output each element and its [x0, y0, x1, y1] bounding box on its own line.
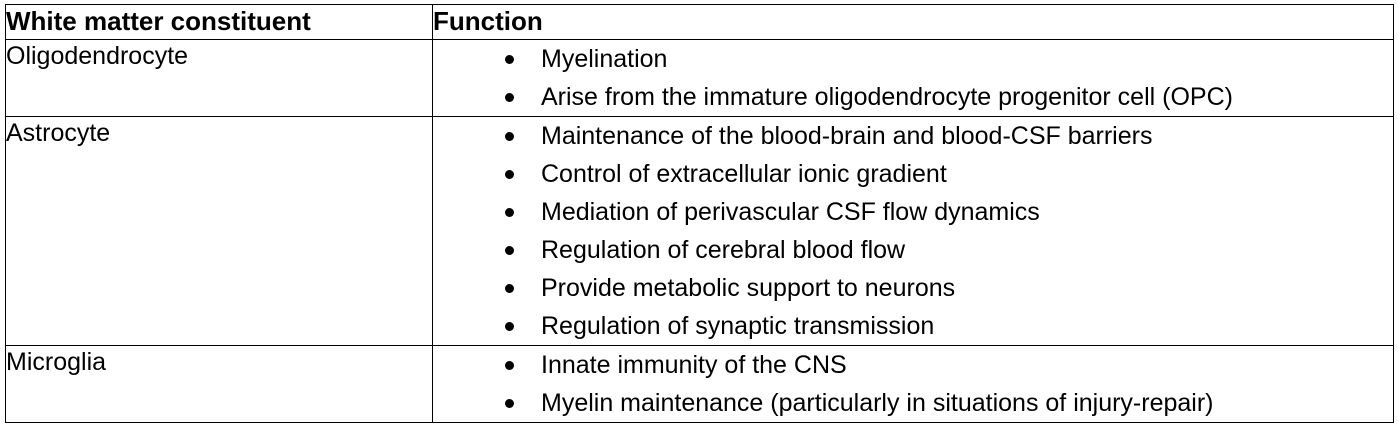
- table-row-microglia: Microglia Innate immunity of the CNS Mye…: [5, 345, 1394, 423]
- function-cell: Maintenance of the blood-brain and blood…: [432, 116, 1394, 346]
- table-header-row: White matter constituent Function: [5, 4, 1394, 40]
- list-item: Myelin maintenance (particularly in situ…: [433, 384, 1393, 422]
- list-item: Regulation of synaptic transmission: [433, 307, 1393, 345]
- bullet-icon: [505, 132, 514, 141]
- list-item: Arise from the immature oligodendrocyte …: [433, 78, 1393, 116]
- list-item: Control of extracellular ionic gradient: [433, 155, 1393, 193]
- bullet-icon: [505, 361, 514, 370]
- function-text: Control of extracellular ionic gradient: [541, 160, 947, 188]
- table-row-oligodendrocyte: Oligodendrocyte Myelination Arise from t…: [5, 39, 1394, 117]
- list-item: Mediation of perivascular CSF flow dynam…: [433, 193, 1393, 231]
- bullet-icon: [505, 208, 514, 217]
- white-matter-table: White matter constituent Function Oligod…: [5, 4, 1394, 423]
- constituent-cell: Astrocyte: [5, 116, 433, 346]
- function-list: Maintenance of the blood-brain and blood…: [433, 117, 1393, 345]
- function-text: Regulation of cerebral blood flow: [541, 236, 906, 264]
- function-text: Innate immunity of the CNS: [541, 351, 847, 379]
- header-function: Function: [432, 4, 1394, 40]
- constituent-cell: Oligodendrocyte: [5, 39, 433, 117]
- function-text: Arise from the immature oligodendrocyte …: [541, 83, 1233, 111]
- function-list: Myelination Arise from the immature olig…: [433, 40, 1393, 116]
- list-item: Regulation of cerebral blood flow: [433, 231, 1393, 269]
- function-text: Provide metabolic support to neurons: [541, 274, 956, 302]
- function-text: Myelin maintenance (particularly in situ…: [541, 389, 1214, 417]
- list-item: Provide metabolic support to neurons: [433, 269, 1393, 307]
- function-text: Mediation of perivascular CSF flow dynam…: [541, 198, 1040, 226]
- header-constituent: White matter constituent: [5, 4, 433, 40]
- list-item: Maintenance of the blood-brain and blood…: [433, 117, 1393, 155]
- bullet-icon: [505, 284, 514, 293]
- bullet-icon: [505, 246, 514, 255]
- function-text: Myelination: [541, 45, 668, 73]
- function-list: Innate immunity of the CNS Myelin mainte…: [433, 346, 1393, 422]
- list-item: Innate immunity of the CNS: [433, 346, 1393, 384]
- bullet-icon: [505, 322, 514, 331]
- function-cell: Innate immunity of the CNS Myelin mainte…: [432, 345, 1394, 423]
- bullet-icon: [505, 399, 514, 408]
- function-cell: Myelination Arise from the immature olig…: [432, 39, 1394, 117]
- function-text: Maintenance of the blood-brain and blood…: [541, 122, 1153, 150]
- list-item: Myelination: [433, 40, 1393, 78]
- table-row-astrocyte: Astrocyte Maintenance of the blood-brain…: [5, 116, 1394, 346]
- bullet-icon: [505, 55, 514, 64]
- function-text: Regulation of synaptic transmission: [541, 312, 935, 340]
- constituent-cell: Microglia: [5, 345, 433, 423]
- bullet-icon: [505, 93, 514, 102]
- bullet-icon: [505, 170, 514, 179]
